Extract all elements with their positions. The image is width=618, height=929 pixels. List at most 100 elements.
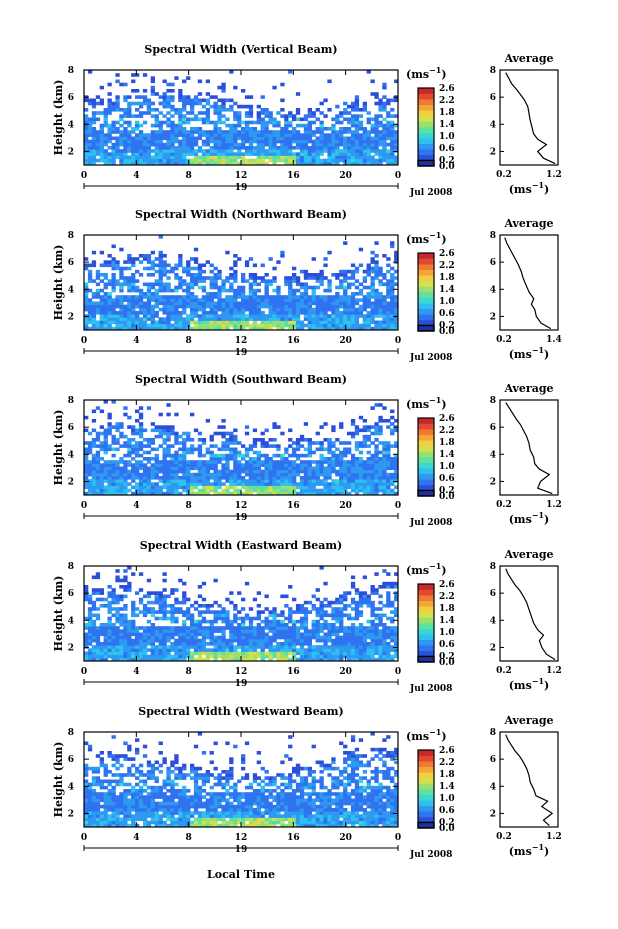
heatmap-cell bbox=[225, 476, 230, 480]
heatmap-cell bbox=[280, 152, 285, 156]
heatmap-cell bbox=[339, 295, 344, 299]
heatmap-cell bbox=[225, 463, 230, 467]
heatmap-cell bbox=[288, 111, 293, 115]
heatmap-cell bbox=[319, 326, 324, 331]
heatmap-cell bbox=[354, 482, 360, 486]
heatmap-cell bbox=[331, 469, 336, 474]
heatmap-cell bbox=[295, 635, 301, 640]
heatmap-cell bbox=[362, 130, 367, 134]
average-frame bbox=[499, 69, 559, 166]
heatmap-cell bbox=[170, 457, 175, 461]
heatmap-cell bbox=[103, 152, 108, 156]
heatmap-cell bbox=[205, 482, 210, 486]
heatmap-cell bbox=[315, 447, 320, 452]
heatmap-cell bbox=[339, 469, 344, 474]
heatmap-cell bbox=[366, 434, 371, 439]
heatmap-cell bbox=[209, 472, 214, 477]
heatmap-cell bbox=[260, 127, 265, 131]
heatmap-cell bbox=[362, 276, 367, 280]
heatmap-cell bbox=[256, 645, 261, 649]
heatmap-cell bbox=[378, 133, 383, 137]
heatmap-cell bbox=[217, 648, 222, 652]
heatmap-cell bbox=[264, 288, 269, 293]
heatmap-cell bbox=[288, 645, 293, 649]
heatmap-cell bbox=[142, 146, 148, 150]
heatmap-cell bbox=[280, 613, 285, 618]
heatmap-cell bbox=[244, 632, 250, 637]
heatmap-cell bbox=[186, 288, 191, 293]
heatmap-cell bbox=[256, 491, 261, 496]
heatmap-cell bbox=[111, 161, 116, 166]
heatmap-cell bbox=[248, 654, 254, 659]
heatmap-cell bbox=[260, 638, 265, 643]
heatmap-cell bbox=[178, 645, 183, 649]
heatmap-cell bbox=[288, 629, 293, 633]
heatmap-cell bbox=[166, 149, 171, 153]
heatmap-cell bbox=[111, 607, 116, 611]
heatmap-cell bbox=[182, 320, 187, 325]
heatmap-cell bbox=[158, 645, 163, 649]
heatmap-cell bbox=[221, 613, 226, 618]
heatmap-cell bbox=[84, 317, 89, 321]
heatmap-cell bbox=[343, 269, 348, 274]
heatmap-cell bbox=[193, 266, 199, 271]
heatmap-cell bbox=[280, 314, 285, 318]
heatmap-cell bbox=[327, 146, 332, 150]
heatmap-cell bbox=[284, 301, 289, 306]
heatmap-cell bbox=[331, 295, 336, 299]
heatmap-cell bbox=[103, 642, 108, 646]
heatmap-cell bbox=[170, 114, 175, 118]
heatmap-cell bbox=[95, 444, 101, 448]
heatmap-cell bbox=[252, 654, 258, 659]
heatmap-cell bbox=[170, 453, 175, 458]
heatmap-cell bbox=[370, 406, 375, 410]
heatmap-cell bbox=[213, 578, 218, 583]
heatmap-cell bbox=[201, 466, 207, 471]
heatmap-cell bbox=[331, 444, 336, 448]
heatmap-cell bbox=[272, 638, 277, 643]
heatmap-cell bbox=[382, 447, 387, 452]
heatmap-cell bbox=[315, 326, 320, 331]
heatmap-cell bbox=[382, 406, 387, 410]
heatmap-cell bbox=[170, 98, 175, 103]
heatmap-cell bbox=[331, 485, 336, 490]
heatmap-cell bbox=[366, 285, 371, 290]
heatmap-cell bbox=[190, 117, 195, 122]
heatmap-cell bbox=[221, 326, 226, 331]
heatmap-cell bbox=[382, 298, 387, 302]
avg-y-tick-label: 4 bbox=[490, 450, 496, 460]
heatmap-cell bbox=[123, 266, 128, 271]
heatmap-cell bbox=[295, 276, 301, 280]
colorbar-tick-label: 1.0 bbox=[439, 132, 455, 142]
heatmap-cell bbox=[142, 111, 148, 115]
heatmap-cell bbox=[166, 136, 171, 141]
heatmap-cell bbox=[374, 479, 379, 483]
heatmap-cell bbox=[307, 301, 312, 306]
heatmap-cell bbox=[162, 295, 167, 299]
heatmap-cell bbox=[190, 412, 195, 417]
heatmap-cell bbox=[347, 304, 352, 309]
heatmap-cell bbox=[311, 142, 316, 147]
heatmap-cell bbox=[374, 260, 379, 264]
heatmap-cell bbox=[150, 610, 155, 614]
heatmap-cell bbox=[248, 482, 254, 486]
heatmap-cell bbox=[87, 320, 93, 325]
heatmap-cell bbox=[205, 632, 210, 637]
heatmap-cell bbox=[162, 610, 167, 614]
heatmap-cell bbox=[248, 127, 254, 131]
avg-x-tick-label: 1.4 bbox=[546, 335, 562, 345]
heatmap-cell bbox=[123, 654, 128, 659]
heatmap-cell bbox=[288, 488, 293, 493]
heatmap-cell bbox=[99, 425, 104, 429]
heatmap-cell bbox=[225, 98, 230, 103]
heatmap-cell bbox=[374, 431, 379, 436]
heatmap-cell bbox=[276, 123, 281, 128]
heatmap-cell bbox=[138, 130, 144, 134]
heatmap-cell bbox=[221, 136, 226, 141]
heatmap-cell bbox=[150, 314, 155, 318]
heatmap-cell bbox=[327, 444, 332, 448]
heatmap-cell bbox=[123, 594, 128, 599]
heatmap-cell bbox=[91, 460, 97, 464]
heatmap-cell bbox=[378, 320, 383, 325]
heatmap-cell bbox=[127, 142, 132, 147]
